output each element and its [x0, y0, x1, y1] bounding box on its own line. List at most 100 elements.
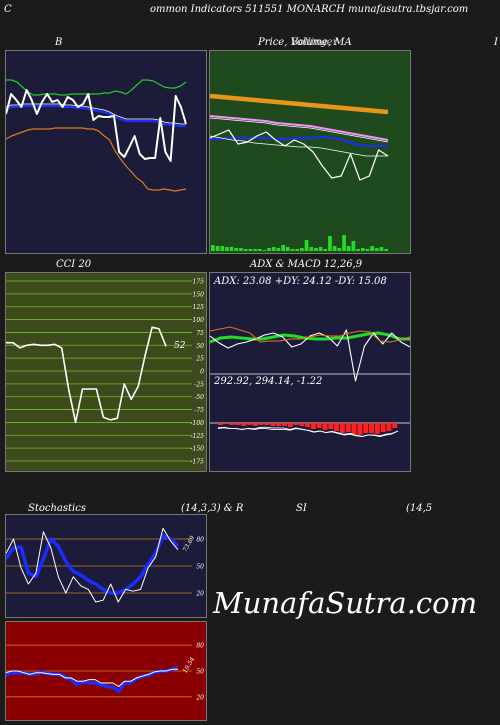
bollinger-series-2: [6, 127, 187, 192]
macd-bar: [363, 423, 369, 433]
macd-bar: [328, 423, 334, 429]
price-ma-long: [210, 93, 389, 115]
cci-ytick: -75: [194, 407, 204, 414]
bollinger-chart: [6, 79, 187, 192]
volume-bar: [374, 248, 379, 251]
rsi-panel: 80 50 20 19.54: [5, 621, 207, 721]
cci-ytick: -175: [191, 459, 205, 466]
adx-macd-panel: ADX: 23.08 +DY: 24.12 -DY: 15.08 292.92,…: [209, 272, 411, 472]
macd-bar: [339, 423, 345, 433]
macd-bar: [287, 423, 293, 427]
macd-bar: [264, 423, 270, 425]
cci-ytick: -150: [191, 446, 205, 453]
stoch-chart: 80 50 20 73.69: [6, 527, 204, 603]
macd-bar: [357, 423, 363, 435]
macd-bar: [293, 423, 299, 425]
bollinger-series-1: [6, 104, 186, 128]
stoch-panel: 80 50 20 73.69: [5, 514, 207, 618]
cci-chart: 175 150 125 100 75 50 25 0 -25 -50 -75 -100 -125 -150…: [6, 279, 205, 466]
volume-bar: [243, 249, 248, 251]
volume-bar: [225, 247, 229, 251]
stoch-ytick: 80: [196, 537, 204, 544]
macd-bar: [281, 423, 287, 426]
bollinger-series-0: [6, 79, 187, 96]
macd-bar: [276, 423, 282, 426]
volume-bar: [365, 249, 370, 251]
stoch-ytick: 50: [196, 564, 204, 571]
volume-bar: [323, 249, 328, 251]
price-line: [210, 129, 389, 181]
macd-bar: [247, 423, 252, 425]
volume-bar: [300, 248, 304, 251]
cci-ytick: -25: [194, 381, 204, 388]
rsi-chart: 80 50 20 19.54: [6, 643, 204, 701]
rsi-ytick: 50: [196, 669, 204, 676]
macd-bar: [369, 423, 374, 433]
volume-bar: [342, 235, 346, 251]
macd-bar: [380, 423, 386, 432]
volume-bar: [290, 249, 295, 251]
cci-ytick: -50: [194, 394, 204, 401]
adx-series-1: [210, 329, 410, 382]
volume-bar: [295, 249, 299, 251]
bollinger-series-3: [6, 89, 187, 162]
volume-bar: [384, 249, 388, 251]
adx-macd-title: ADX & MACD 12,26,9: [250, 259, 363, 270]
cci-ytick: 0: [200, 369, 204, 376]
volume-bar: [370, 246, 374, 251]
volume-bar: [267, 248, 271, 251]
volume-bar: [314, 248, 318, 251]
macd-bar: [392, 423, 398, 428]
volume-bar: [318, 247, 323, 251]
volume-bar: [215, 246, 220, 251]
stoch-series-1: [6, 527, 179, 603]
bollinger-panel: [5, 50, 207, 254]
stoch-params: (14,3,3) & R: [181, 503, 244, 514]
volume-bar: [239, 248, 243, 251]
macd-bar: [270, 423, 276, 426]
adx-series-0: [210, 331, 410, 344]
volume-bar: [262, 250, 267, 251]
page-title: ommon Indicators 511551 MONARCH munafasu…: [150, 4, 469, 15]
cci-ytick: 150: [193, 291, 205, 298]
macd-bar: [223, 423, 229, 424]
macd-bar: [241, 423, 247, 426]
volume-bar: [253, 249, 257, 251]
price-ma-title-overlay: Bollinger: [291, 37, 338, 48]
volume-bar: [271, 247, 276, 251]
cci-ytick: 175: [193, 279, 205, 286]
cci-ytick: 25: [195, 356, 204, 363]
volume-bar: [379, 247, 384, 251]
price-ma-panel: [209, 50, 411, 254]
price-ma-chart: [210, 93, 389, 251]
volume-bar: [309, 247, 314, 251]
volume-bar: [229, 247, 234, 251]
volume-bar: [285, 247, 290, 251]
cci-value-label: 52: [174, 341, 186, 351]
volume-bar: [257, 249, 262, 251]
macd-bar: [316, 423, 322, 428]
header-right-glyph: I: [494, 37, 498, 48]
cci-ytick: 100: [193, 317, 205, 324]
cci-ytick: -100: [191, 420, 205, 427]
volume-bar: [276, 248, 281, 251]
volume-bar: [304, 240, 309, 251]
cci-ytick: -125: [191, 433, 205, 440]
macd-bar: [322, 423, 328, 430]
cci-ytick: 125: [193, 304, 205, 311]
macd-bar: [235, 423, 241, 425]
cci-ytick: 50: [196, 343, 204, 350]
macd-bar: [218, 423, 223, 425]
macd-bar: [345, 423, 351, 432]
volume-bar: [281, 245, 285, 251]
macd-bar: [299, 423, 305, 426]
volume-bar: [346, 246, 351, 251]
macd-bar: [305, 423, 311, 427]
volume-bar: [328, 236, 332, 251]
bollinger-mid-band: [6, 103, 186, 125]
price-ma-thin: [210, 135, 388, 157]
stoch-title: Stochastics: [28, 503, 86, 514]
macd-values: 292.92, 294.14, -1.22: [214, 376, 323, 387]
cci-line: [6, 326, 167, 424]
rsi-ytick: 20: [195, 694, 204, 701]
